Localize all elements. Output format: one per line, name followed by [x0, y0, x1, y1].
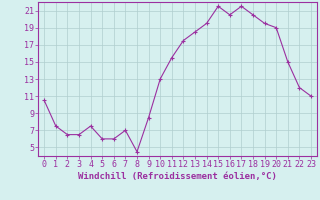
X-axis label: Windchill (Refroidissement éolien,°C): Windchill (Refroidissement éolien,°C) [78, 172, 277, 181]
